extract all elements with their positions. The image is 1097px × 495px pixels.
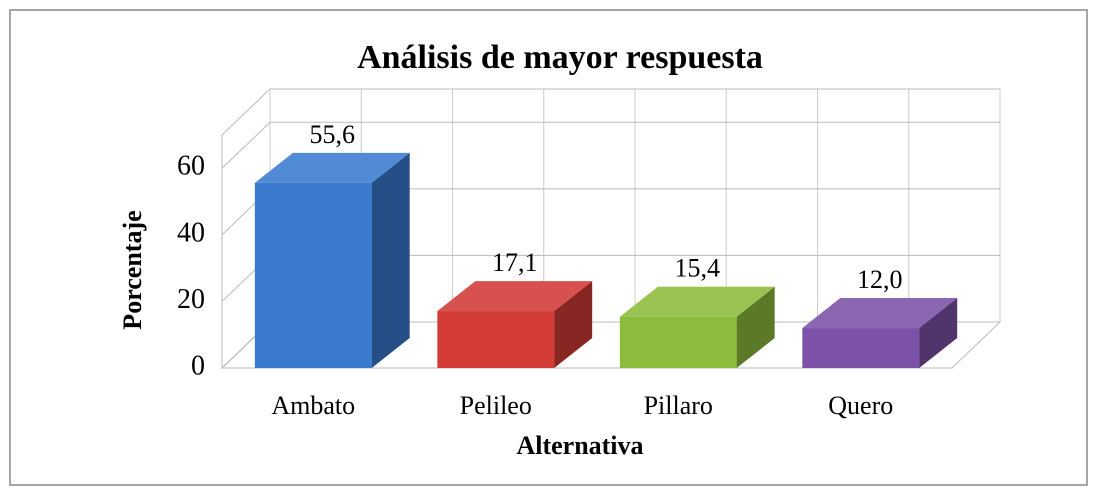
x-tick-label: Ambato <box>271 391 355 420</box>
bar-side-shade <box>736 286 775 368</box>
y-tick-label: 40 <box>177 217 205 248</box>
bar <box>254 182 372 368</box>
bar-top-shade <box>437 281 593 312</box>
y-tick-label: 60 <box>177 151 205 182</box>
bar-side <box>736 286 775 368</box>
y-axis-title: Porcentaje <box>118 210 147 329</box>
bar-side <box>919 298 958 368</box>
x-tick-label: Pelileo <box>460 391 532 420</box>
data-label: 12,0 <box>857 265 903 294</box>
bar <box>802 328 920 368</box>
x-axis-title: Alternativa <box>516 431 643 460</box>
bar-top <box>802 298 958 329</box>
bar-top <box>437 281 593 312</box>
bar-top-shade <box>802 298 958 329</box>
data-label: 15,4 <box>675 254 721 283</box>
x-tick-label: Quero <box>828 391 893 420</box>
bar-side-shade <box>554 281 593 368</box>
chart-title: Análisis de mayor respuesta <box>357 39 763 76</box>
bar-side <box>554 281 593 368</box>
bar-top <box>254 152 410 183</box>
bar-side <box>371 152 410 368</box>
data-label: 55,6 <box>310 120 356 149</box>
y-tick-label: 20 <box>177 284 205 315</box>
bar-top <box>619 286 775 317</box>
bar <box>619 316 737 368</box>
bar-side-shade <box>371 152 410 368</box>
grid-line <box>221 121 1000 169</box>
y-tick-label: 0 <box>191 350 205 381</box>
bar-top-shade <box>254 152 410 183</box>
data-label: 17,1 <box>492 248 538 277</box>
bar-top-shade <box>619 286 775 317</box>
bar-side-shade <box>919 298 958 368</box>
bar <box>437 311 555 368</box>
x-tick-label: Pillaro <box>644 391 713 420</box>
